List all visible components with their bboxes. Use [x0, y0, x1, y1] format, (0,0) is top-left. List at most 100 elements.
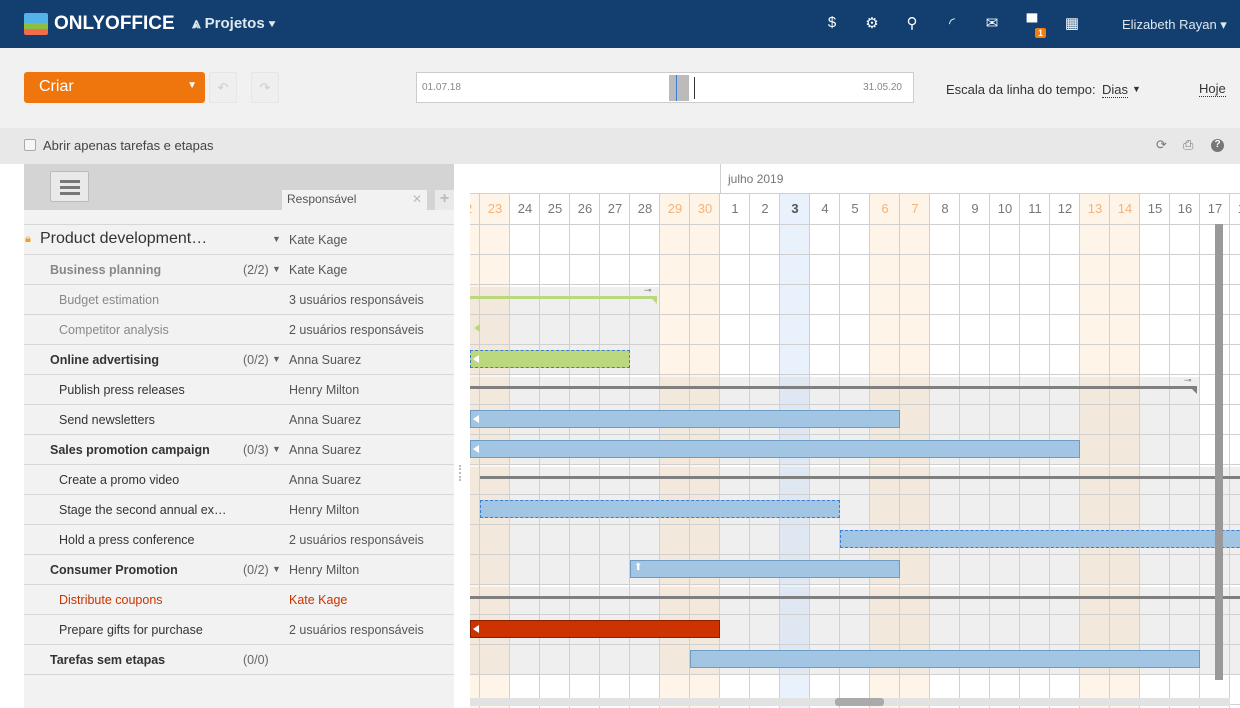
column-responsible-tab[interactable]: Responsável ✕ — [282, 190, 427, 210]
row-responsible[interactable]: Henry Milton — [289, 383, 360, 397]
only-tasks-checkbox[interactable] — [24, 139, 36, 151]
row-name[interactable]: Send newsletters — [59, 413, 155, 427]
task-row[interactable]: Publish press releases Henry Milton — [24, 374, 454, 404]
task-row[interactable]: Prepare gifts for purchase 2 usuários res… — [24, 614, 454, 644]
row-name[interactable]: Budget estimation — [59, 293, 160, 307]
task-list-header: Responsável ✕ + — [24, 164, 454, 210]
task-row[interactable]: Budget estimation 3 usuários responsáveis — [24, 284, 454, 314]
gear-icon[interactable]: ⚙ — [865, 15, 879, 32]
row-name[interactable]: Consumer Promotion — [50, 563, 178, 577]
row-responsible[interactable]: Henry Milton — [289, 563, 360, 577]
grid-row-line — [470, 374, 1240, 375]
row-responsible[interactable]: Kate Kage — [289, 233, 348, 247]
only-tasks-label[interactable]: Abrir apenas tarefas e etapas — [43, 138, 214, 153]
refresh-icon[interactable]: ⟳ — [1156, 137, 1167, 152]
milestone-row[interactable]: Online advertising (0/2) ▼ Anna Suarez — [24, 344, 454, 374]
mail-icon[interactable]: ✉ — [985, 15, 999, 32]
onlyoffice-logo[interactable]: ONLYOFFICE — [24, 11, 175, 37]
chevron-down-icon[interactable]: ▼ — [272, 444, 281, 454]
row-name[interactable]: Publish press releases — [59, 383, 185, 397]
task-bar[interactable] — [480, 500, 840, 518]
row-name[interactable]: Business planning — [50, 263, 162, 277]
add-column-button[interactable]: + — [435, 190, 454, 210]
row-name[interactable]: Product development… — [40, 230, 208, 247]
redo-button[interactable]: ↷ — [251, 72, 279, 103]
row-responsible[interactable]: 2 usuários responsáveis — [289, 533, 424, 547]
help-icon[interactable]: ? — [1211, 139, 1224, 152]
day-column — [1170, 194, 1200, 708]
day-label: 29 — [667, 201, 683, 216]
milestone-row[interactable]: Consumer Promotion (0/2) ▼ Henry Milton — [24, 554, 454, 584]
row-responsible[interactable]: 2 usuários responsáveis — [289, 623, 424, 637]
feed-icon[interactable]: ◜ — [949, 15, 955, 32]
row-name[interactable]: Hold a press conference — [59, 533, 195, 547]
row-name[interactable]: Stage the second annual ex… — [59, 503, 227, 517]
chevron-down-icon[interactable]: ▼ — [272, 564, 281, 574]
row-name[interactable]: Tarefas sem etapas — [50, 653, 166, 667]
task-count: (2/2) — [243, 263, 269, 277]
chevron-down-icon[interactable]: ▼ — [272, 264, 281, 274]
today-link[interactable]: Hoje — [1199, 81, 1226, 97]
row-responsible[interactable]: Kate Kage — [289, 593, 348, 607]
create-button[interactable]: Criar ▼ — [24, 72, 205, 103]
timeline-scale-select[interactable]: Dias — [1102, 82, 1129, 98]
task-bar[interactable] — [470, 620, 720, 638]
task-bar[interactable] — [470, 410, 900, 428]
row-responsible[interactable]: 2 usuários responsáveis — [289, 323, 424, 337]
task-row[interactable]: Create a promo video Anna Suarez — [24, 464, 454, 494]
row-name[interactable]: Prepare gifts for purchase — [59, 623, 203, 637]
row-name[interactable]: Distribute coupons — [59, 593, 163, 607]
row-name[interactable]: Competitor analysis — [59, 323, 169, 337]
row-responsible[interactable]: Anna Suarez — [289, 473, 362, 487]
chevron-down-icon[interactable]: ▼ — [272, 234, 281, 244]
vertical-scrollbar[interactable] — [1215, 224, 1223, 680]
undo-button[interactable]: ↶ — [209, 72, 237, 103]
task-bar[interactable] — [690, 650, 1200, 668]
row-name[interactable]: Sales promotion campaign — [50, 443, 210, 457]
task-row[interactable]: Competitor analysis 2 usuários responsáve… — [24, 314, 454, 344]
milestone-line[interactable] — [470, 596, 1240, 599]
task-row[interactable]: Send newsletters Anna Suarez — [24, 404, 454, 434]
task-bar[interactable] — [470, 440, 1080, 458]
row-name[interactable]: Create a promo video — [59, 473, 180, 487]
task-row[interactable]: Distribute coupons Kate Kage — [24, 584, 454, 614]
milestone-line[interactable] — [470, 296, 657, 299]
day-label: 4 — [821, 201, 829, 216]
chevron-down-icon[interactable]: ▼ — [272, 354, 281, 364]
hamburger-menu-button[interactable] — [50, 171, 89, 202]
user-menu[interactable]: Elizabeth Rayan ▾ — [1122, 17, 1227, 32]
row-responsible[interactable]: Anna Suarez — [289, 353, 362, 367]
milestone-row[interactable]: Tarefas sem etapas (0/0) — [24, 644, 454, 674]
row-name[interactable]: Online advertising — [50, 353, 160, 367]
task-bar[interactable] — [630, 560, 900, 578]
row-responsible[interactable]: Anna Suarez — [289, 413, 362, 427]
milestone-line[interactable] — [480, 476, 1240, 479]
task-row[interactable]: Stage the second annual ex… Henry Milton — [24, 494, 454, 524]
row-responsible[interactable]: Anna Suarez — [289, 443, 362, 457]
milestone-row[interactable]: Sales promotion campaign (0/3) ▼ Anna Suare… — [24, 434, 454, 464]
chat-icon[interactable]: ▀ — [1026, 14, 1038, 31]
day-label: 5 — [851, 201, 859, 216]
day-label: 18 — [1230, 194, 1240, 224]
milestone-line[interactable] — [470, 386, 1197, 389]
create-label: Criar — [39, 78, 74, 95]
projects-module-menu[interactable]: ⩓ Projetos ▾ — [192, 15, 276, 32]
task-bar[interactable] — [840, 530, 1240, 548]
row-responsible[interactable]: Kate Kage — [289, 263, 348, 277]
dollar-icon[interactable]: $ — [827, 14, 837, 31]
grid-row-line — [470, 464, 1240, 465]
search-icon[interactable]: ⚲ — [906, 15, 918, 32]
project-row[interactable]: 🔒︎ Product development… ▼ Kate Kage — [24, 224, 454, 254]
close-icon[interactable]: ✕ — [411, 192, 422, 206]
timeline-range-slider[interactable]: 01.07.18 31.05.20 — [416, 72, 914, 103]
panel-resize-handle[interactable] — [459, 465, 462, 481]
task-bar[interactable] — [470, 350, 630, 368]
task-row[interactable]: Hold a press conference 2 usuários respon… — [24, 524, 454, 554]
horizontal-scrollbar-thumb[interactable] — [835, 698, 884, 706]
row-responsible[interactable]: 3 usuários responsáveis — [289, 293, 424, 307]
row-responsible[interactable]: Henry Milton — [289, 503, 360, 517]
range-thumb[interactable] — [669, 75, 689, 101]
print-icon[interactable]: ⎙ — [1183, 137, 1194, 152]
milestone-row[interactable]: Business planning (2/2) ▼ Kate Kage — [24, 254, 454, 284]
calendar-icon[interactable]: ▦ — [1064, 15, 1080, 32]
